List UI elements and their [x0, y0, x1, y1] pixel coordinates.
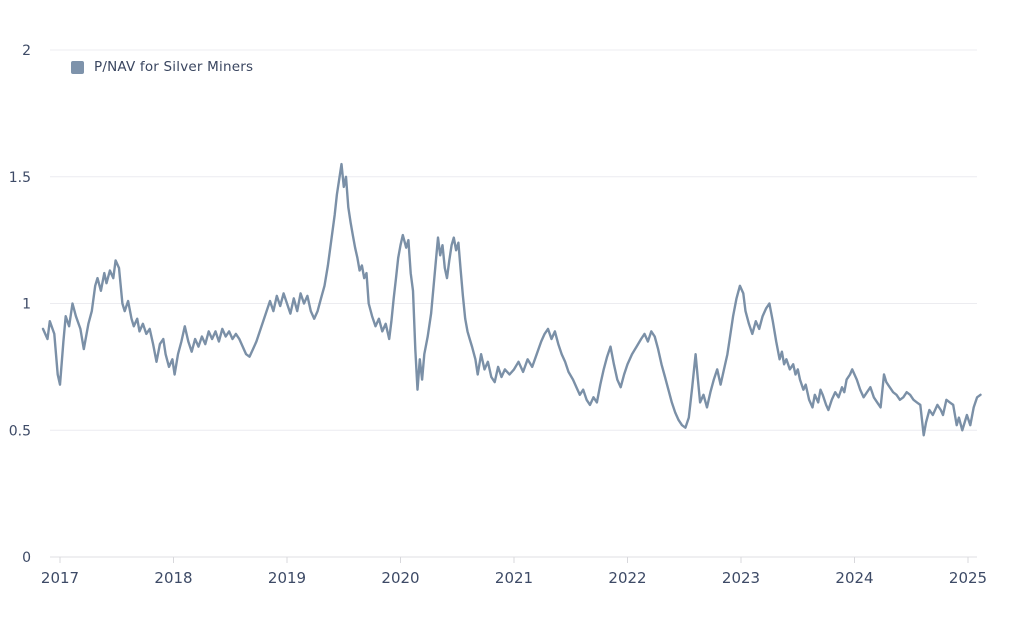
- y-axis-label: 1.5: [9, 170, 31, 186]
- pnav-series-line: [41, 162, 982, 437]
- x-axis-label: 2017: [41, 569, 79, 587]
- x-axis-label: 2019: [268, 569, 306, 587]
- x-axis-label: 2023: [722, 569, 760, 587]
- x-axis-label: 2022: [608, 569, 646, 587]
- y-axis-label: 0.5: [9, 423, 31, 439]
- chart-legend: P/NAV for Silver Miners: [71, 60, 253, 75]
- legend-label: P/NAV for Silver Miners: [94, 59, 254, 75]
- x-axis-label: 2025: [949, 569, 987, 587]
- legend-swatch-icon: [71, 60, 84, 74]
- y-axis-label: 1: [22, 297, 31, 313]
- y-axis-label: 2: [22, 43, 31, 59]
- x-axis-label: 2020: [381, 569, 419, 587]
- x-axis-label: 2021: [495, 569, 533, 587]
- y-axis-label: 0: [22, 550, 31, 566]
- x-axis-label: 2018: [154, 569, 192, 587]
- x-axis-label: 2024: [835, 569, 873, 587]
